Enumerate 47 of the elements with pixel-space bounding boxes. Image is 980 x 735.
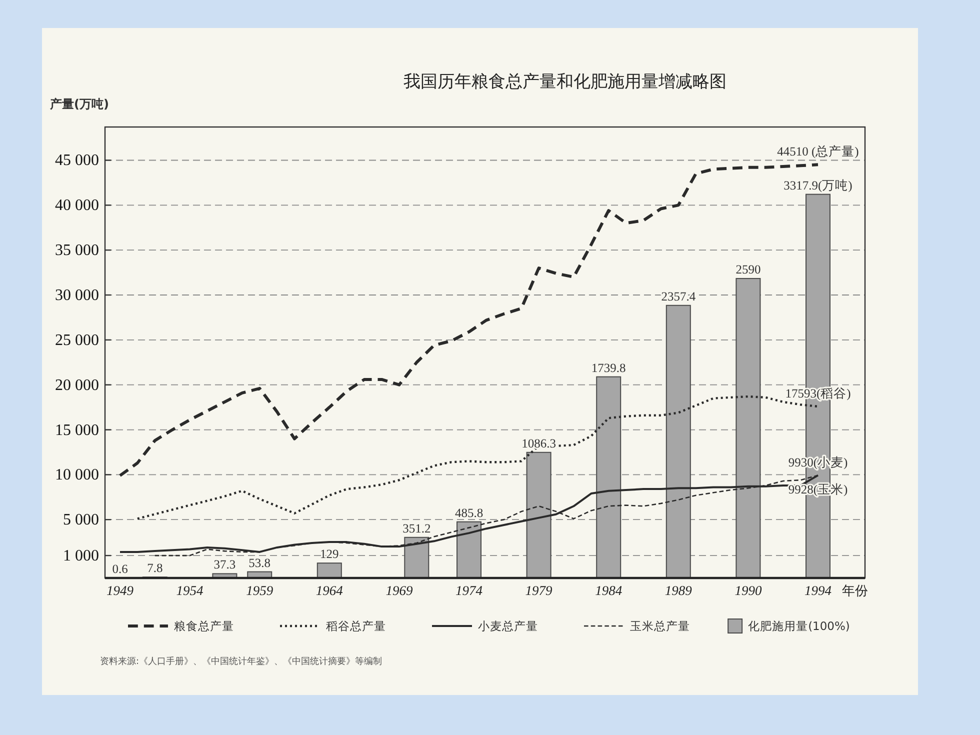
legend-item: 粮食总产量: [128, 619, 234, 633]
y-tick-label: 15 000: [55, 422, 99, 439]
x-tick-label: 1969: [386, 583, 413, 598]
legend-label: 粮食总产量: [174, 619, 234, 633]
y-tick-label: 35 000: [55, 242, 99, 260]
legend-item: 化肥施用量(100%): [728, 618, 850, 634]
y-axis-title: 产量(万吨): [49, 97, 109, 111]
legend-item: 稻谷总产量: [280, 619, 386, 633]
x-tick-label: 1949: [106, 583, 134, 598]
legend-item: 玉米总产量: [584, 619, 690, 633]
legend-item: 小麦总产量: [432, 619, 538, 633]
y-tick-label: 1 000: [63, 548, 99, 565]
data-label: 1739.8: [591, 360, 626, 375]
legend-label: 化肥施用量(100%): [748, 619, 850, 633]
data-label: 44510 (总产量): [777, 144, 859, 159]
text: 资料来源:《人口手册》、《中国统计年鉴》、《中国统计摘要》等编制: [100, 656, 382, 667]
data-label: 37.3: [214, 558, 236, 572]
data-label: 485.8: [454, 506, 484, 520]
x-tick-label: 1964: [316, 583, 344, 598]
data-label: 351.2: [402, 521, 431, 536]
legend-label: 稻谷总产量: [326, 619, 386, 633]
x-tick-label: 1974: [456, 583, 483, 598]
y-tick-label: 45 000: [55, 152, 99, 170]
x-tick-label: 1989: [664, 583, 692, 598]
legend-label: 小麦总产量: [478, 619, 538, 633]
data-label: 0.6: [112, 562, 128, 576]
data-label: 7.8: [147, 561, 163, 576]
x-tick-label: 1979: [525, 583, 553, 598]
x-tick-label: 1994: [804, 583, 832, 598]
data-label: 129: [320, 547, 339, 562]
y-tick-label: 5 000: [63, 512, 99, 529]
x-tick-label: 1959: [246, 583, 274, 598]
x-axis-title: 年份: [842, 584, 868, 599]
x-tick-label: 1984: [595, 583, 622, 598]
x-tick-label: 1990: [734, 583, 762, 598]
data-label: 1086.3: [522, 436, 556, 450]
data-label: 3317.9(万吨): [784, 178, 852, 192]
y-tick-label: 30 000: [55, 287, 99, 304]
chart-title: 我国历年粮食总产量和化肥施用量增减略图: [404, 72, 726, 92]
y-tick-label: 10 000: [55, 466, 99, 484]
y-tick-label: 40 000: [55, 197, 99, 214]
y-tick-label: 25 000: [55, 332, 99, 349]
legend-label: 玉米总产量: [630, 619, 690, 633]
y-tick-label: 20 000: [55, 376, 99, 394]
data-label: 2590: [736, 262, 761, 276]
x-tick-label: 1954: [176, 583, 204, 598]
data-label: 53.8: [248, 556, 271, 570]
